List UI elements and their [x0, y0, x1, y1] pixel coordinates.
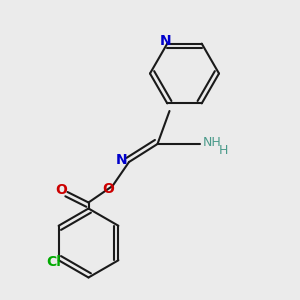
Text: Cl: Cl — [47, 255, 61, 269]
Text: NH: NH — [202, 136, 221, 149]
Text: O: O — [102, 182, 114, 196]
Text: H: H — [219, 144, 228, 157]
Text: N: N — [116, 154, 127, 167]
Text: N: N — [160, 34, 172, 48]
Text: O: O — [56, 184, 68, 197]
